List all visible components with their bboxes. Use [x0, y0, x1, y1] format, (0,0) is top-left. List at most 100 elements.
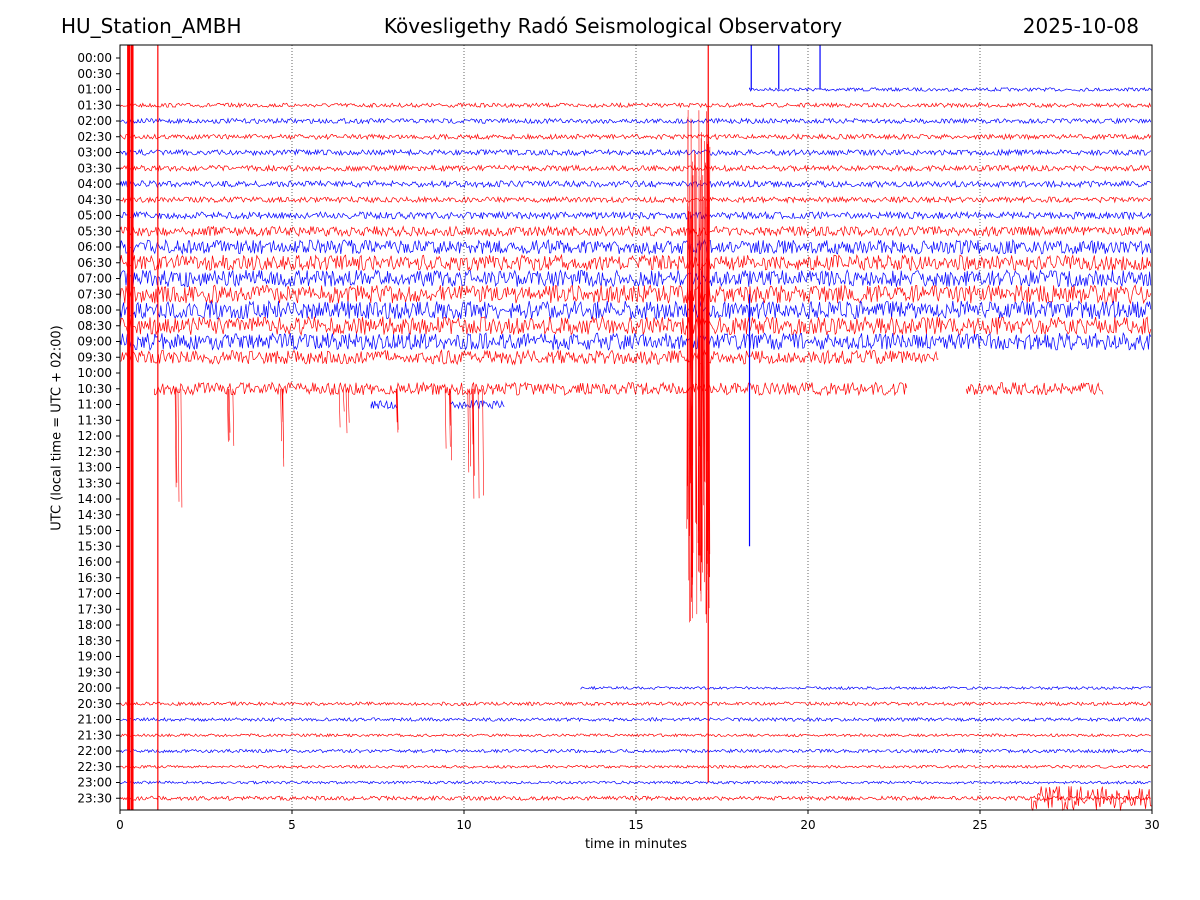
trace-2130 — [119, 733, 1151, 738]
y-tick-label-1430: 14:30 — [77, 508, 112, 522]
y-tick-label-2100: 21:00 — [77, 713, 112, 727]
y-tick-label-2330: 23:30 — [77, 791, 112, 805]
trace-2230 — [119, 764, 1151, 769]
x-tick-label-25: 25 — [972, 818, 987, 832]
trace-0130 — [119, 102, 1152, 109]
trace-1100 — [370, 399, 398, 410]
y-axis-label: UTC (local time = UTC + 02:00) — [49, 325, 65, 531]
trace-0530 — [119, 225, 1152, 238]
trace-0800 — [119, 299, 1152, 321]
x-tick-label-30: 30 — [1144, 818, 1159, 832]
trace-1030 — [154, 381, 908, 397]
y-tick-label-1530: 15:30 — [77, 539, 112, 553]
trace-0100 — [749, 86, 1152, 93]
y-tick-label-1200: 12:00 — [77, 429, 112, 443]
dropout-4 — [395, 388, 399, 433]
trace-2000 — [580, 685, 1152, 691]
y-tick-label-0530: 05:30 — [77, 224, 112, 238]
y-tick-label-0300: 03:00 — [77, 146, 112, 160]
y-tick-label-0130: 01:30 — [77, 98, 112, 112]
trace-0300 — [119, 148, 1152, 157]
trace-0230 — [119, 132, 1152, 141]
trace-0600 — [119, 238, 1152, 256]
trace-2200 — [119, 748, 1151, 754]
trace-0330 — [119, 164, 1151, 173]
trace-0400 — [119, 179, 1152, 189]
dropout-0 — [174, 388, 183, 508]
y-tick-label-1830: 18:30 — [77, 634, 112, 648]
y-tick-label-1730: 17:30 — [77, 602, 112, 616]
x-tick-label-0: 0 — [116, 818, 124, 832]
y-tick-label-0000: 00:00 — [77, 51, 112, 65]
y-tick-label-1000: 10:00 — [77, 366, 112, 380]
y-tick-label-1230: 12:30 — [77, 445, 112, 459]
trace-0700 — [119, 268, 1152, 288]
station-name: HU_Station_AMBH — [61, 14, 242, 38]
y-tick-label-1030: 10:30 — [77, 382, 112, 396]
trace-1030 — [965, 382, 1104, 396]
trace-0930 — [119, 348, 939, 366]
trace-0900 — [119, 332, 1152, 352]
y-tick-label-0030: 00:30 — [77, 67, 112, 81]
y-tick-label-0600: 06:00 — [77, 240, 112, 254]
y-tick-label-0430: 04:30 — [77, 193, 112, 207]
dropout-6 — [467, 388, 474, 473]
trace-2300 — [119, 780, 1151, 785]
y-tick-label-0500: 05:00 — [77, 209, 112, 223]
y-tick-label-1930: 19:30 — [77, 665, 112, 679]
y-tick-label-1300: 13:00 — [77, 461, 112, 475]
burst-2330 — [1031, 786, 1152, 812]
y-tick-label-0800: 08:00 — [77, 303, 112, 317]
y-tick-label-0830: 08:30 — [77, 319, 112, 333]
y-tick-label-2130: 21:30 — [77, 728, 112, 742]
y-tick-label-1100: 11:00 — [77, 398, 112, 412]
dropout-3 — [338, 388, 350, 434]
traces-layer — [119, 45, 1152, 812]
y-tick-label-2000: 20:00 — [77, 681, 112, 695]
trace-2330 — [119, 795, 1151, 802]
y-tick-label-1630: 16:30 — [77, 571, 112, 585]
y-tick-label-2230: 22:30 — [77, 760, 112, 774]
trace-2100 — [119, 716, 1151, 723]
x-tick-label-5: 5 — [288, 818, 296, 832]
chart-date: 2025-10-08 — [1022, 14, 1139, 38]
dropout-2 — [280, 388, 285, 467]
y-tick-label-0900: 09:00 — [77, 335, 112, 349]
y-tick-label-2300: 23:00 — [77, 776, 112, 790]
trace-0830 — [119, 315, 1152, 336]
y-tick-label-0930: 09:30 — [77, 350, 112, 364]
grid-layer — [291, 45, 981, 810]
dropout-1 — [227, 388, 235, 446]
trace-0200 — [119, 117, 1152, 125]
x-tick-label-15: 15 — [628, 818, 643, 832]
trace-2030 — [119, 701, 1152, 707]
x-tick-label-10: 10 — [456, 818, 471, 832]
y-tick-label-0400: 04:00 — [77, 177, 112, 191]
x-axis-label: time in minutes — [584, 837, 688, 852]
y-tick-label-0700: 07:00 — [77, 272, 112, 286]
trace-0430 — [119, 195, 1152, 204]
y-tick-label-1500: 15:00 — [77, 524, 112, 538]
y-tick-label-1800: 18:00 — [77, 618, 112, 632]
dropout-7 — [472, 388, 484, 499]
trace-0500 — [119, 210, 1152, 221]
y-tick-label-0630: 06:30 — [77, 256, 112, 270]
y-tick-label-1330: 13:30 — [77, 476, 112, 490]
y-tick-label-0100: 01:00 — [77, 83, 112, 97]
trace-1100 — [449, 399, 505, 410]
y-tick-label-1600: 16:00 — [77, 555, 112, 569]
y-tick-label-0330: 03:30 — [77, 161, 112, 175]
y-tick-label-1900: 19:00 — [77, 650, 112, 664]
trace-0730 — [119, 284, 1152, 305]
y-tick-label-0730: 07:30 — [77, 287, 112, 301]
y-tick-label-1700: 17:00 — [77, 587, 112, 601]
y-tick-label-0230: 02:30 — [77, 130, 112, 144]
y-tick-label-0200: 02:00 — [77, 114, 112, 128]
trace-0630 — [119, 253, 1152, 272]
dropout-5 — [444, 388, 452, 461]
y-tick-label-1400: 14:00 — [77, 492, 112, 506]
y-tick-label-1130: 11:30 — [77, 413, 112, 427]
x-tick-label-20: 20 — [800, 818, 815, 832]
